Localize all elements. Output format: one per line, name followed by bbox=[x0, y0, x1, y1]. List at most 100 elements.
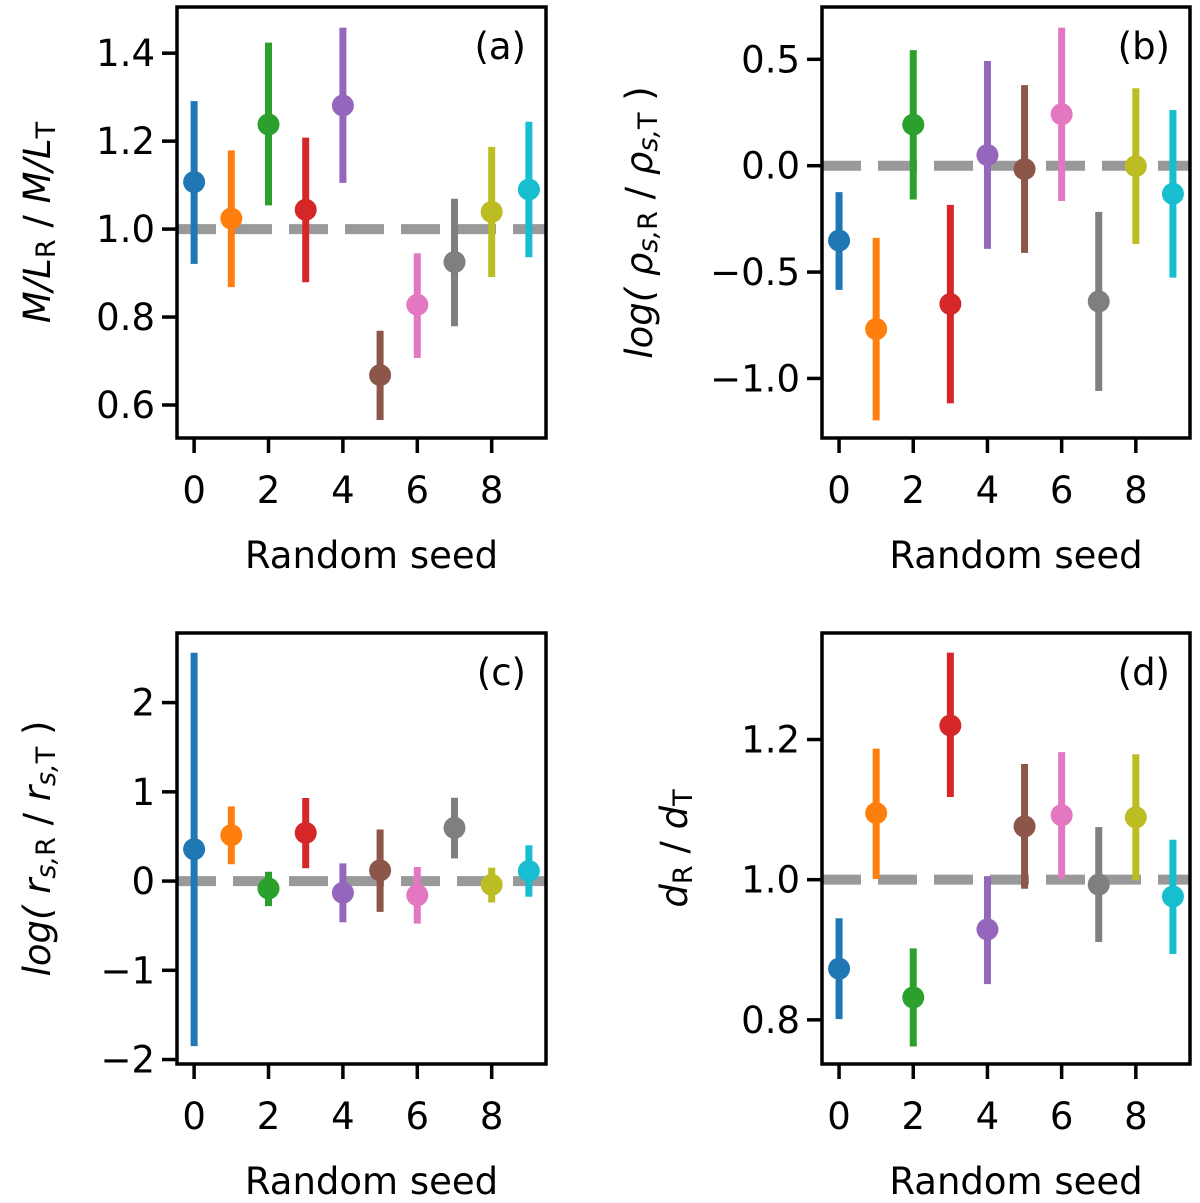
data-point-seed-1 bbox=[220, 824, 243, 847]
plot-area bbox=[822, 27, 1190, 421]
x-tick-label: 0 bbox=[182, 1095, 206, 1138]
x-tick-label: 0 bbox=[827, 469, 851, 512]
data-point-seed-1 bbox=[220, 207, 243, 230]
data-point-seed-0 bbox=[828, 957, 851, 980]
y-tick-label: 0.8 bbox=[741, 999, 800, 1042]
data-point-seed-7 bbox=[1087, 290, 1110, 313]
panel-label: (d) bbox=[1118, 651, 1170, 694]
data-point-seed-9 bbox=[1161, 885, 1184, 908]
axes-frame bbox=[175, 5, 548, 440]
data-point-seed-0 bbox=[183, 838, 206, 861]
data-point-seed-4 bbox=[976, 918, 999, 941]
panel-label: (a) bbox=[474, 25, 526, 68]
data-point-seed-1 bbox=[865, 318, 888, 341]
y-axis-label-part: M/L bbox=[16, 258, 59, 323]
y-tick-label: 1.2 bbox=[741, 719, 800, 762]
y-axis-label-part: R bbox=[31, 837, 62, 856]
data-point-seed-5 bbox=[369, 364, 392, 387]
data-point-seed-2 bbox=[902, 113, 925, 136]
data-point-seed-6 bbox=[1050, 103, 1073, 126]
y-axis-label-part: / bbox=[16, 203, 59, 239]
y-tick-label: 0.5 bbox=[741, 38, 800, 81]
y-tick-label: 0.0 bbox=[741, 145, 800, 188]
y-tick-label: 0.8 bbox=[96, 296, 155, 339]
y-tick-label: 1.2 bbox=[96, 120, 155, 163]
y-tick-label: −2 bbox=[100, 1039, 155, 1082]
data-point-seed-7 bbox=[1087, 873, 1110, 896]
y-axis-label: log( rs,R / rs,T ) bbox=[16, 721, 62, 977]
y-tick-label: −1 bbox=[100, 949, 155, 992]
y-axis-label-part: log( bbox=[16, 894, 59, 977]
plot-area bbox=[177, 27, 546, 420]
x-axis-label: Random seed bbox=[245, 534, 498, 577]
data-point-seed-8 bbox=[480, 873, 503, 896]
y-tick-label: −0.5 bbox=[710, 251, 800, 294]
y-axis-label-part: d bbox=[653, 884, 696, 908]
data-point-seed-2 bbox=[257, 877, 280, 900]
axes-frame bbox=[175, 631, 548, 1066]
data-point-seed-3 bbox=[939, 292, 962, 315]
y-axis-label-part: T bbox=[633, 112, 664, 130]
y-axis-label-part: ρ bbox=[618, 151, 661, 175]
data-point-seed-4 bbox=[331, 881, 354, 904]
data-point-seed-8 bbox=[480, 200, 503, 223]
y-tick-label: −1.0 bbox=[710, 357, 800, 400]
data-point-seed-2 bbox=[902, 986, 925, 1009]
x-tick-label: 6 bbox=[406, 1095, 430, 1138]
y-axis-label-part: T bbox=[668, 789, 699, 807]
x-tick-label: 4 bbox=[331, 469, 355, 512]
data-point-seed-3 bbox=[294, 821, 317, 844]
plot-area bbox=[177, 652, 546, 1047]
y-axis-label-part: log( bbox=[618, 276, 661, 359]
y-axis-label-part: s, bbox=[31, 763, 62, 786]
data-point-seed-6 bbox=[406, 884, 429, 907]
y-tick-label: 1 bbox=[131, 771, 155, 814]
y-axis-label-part: s, bbox=[633, 129, 664, 152]
data-point-seed-5 bbox=[1013, 158, 1036, 181]
y-axis-label-part: d bbox=[653, 805, 696, 829]
x-tick-label: 8 bbox=[1124, 1095, 1148, 1138]
data-point-seed-7 bbox=[443, 816, 466, 839]
x-tick-label: 4 bbox=[331, 1095, 355, 1138]
y-tick-label: 0 bbox=[131, 860, 155, 903]
y-tick-label: 1.4 bbox=[96, 32, 155, 75]
y-axis-label-part: s, bbox=[31, 856, 62, 879]
y-axis-label-part: ) bbox=[618, 86, 661, 112]
x-tick-label: 2 bbox=[901, 469, 925, 512]
x-tick-label: 4 bbox=[976, 1095, 1000, 1138]
plot-area bbox=[822, 652, 1190, 1047]
y-axis-label: dR / dT bbox=[653, 789, 699, 908]
y-axis-label-part: / bbox=[16, 801, 59, 837]
data-point-seed-1 bbox=[865, 802, 888, 825]
panel-label: (b) bbox=[1118, 25, 1170, 68]
x-axis-label: Random seed bbox=[889, 1160, 1142, 1203]
x-tick-label: 8 bbox=[480, 469, 504, 512]
y-axis-label-part: s, bbox=[633, 230, 664, 253]
data-point-seed-4 bbox=[331, 94, 354, 117]
data-point-seed-2 bbox=[257, 113, 280, 136]
x-tick-label: 8 bbox=[480, 1095, 504, 1138]
data-point-seed-5 bbox=[1013, 815, 1036, 838]
y-axis-label-part: / bbox=[618, 175, 661, 211]
data-point-seed-0 bbox=[183, 171, 206, 194]
data-point-seed-7 bbox=[443, 251, 466, 274]
panel-label: (c) bbox=[477, 651, 526, 694]
data-point-seed-9 bbox=[517, 859, 540, 882]
x-tick-label: 6 bbox=[406, 469, 430, 512]
y-axis-label-part: r bbox=[16, 876, 59, 894]
y-axis-label-part: ) bbox=[16, 721, 59, 747]
y-axis-label-part: T bbox=[31, 121, 62, 139]
x-tick-label: 6 bbox=[1050, 1095, 1074, 1138]
y-axis-label-part: T bbox=[31, 746, 62, 764]
x-axis-label: Random seed bbox=[889, 534, 1142, 577]
x-tick-label: 8 bbox=[1124, 469, 1148, 512]
data-point-seed-3 bbox=[294, 198, 317, 221]
axes-frame bbox=[820, 631, 1192, 1066]
y-tick-label: 2 bbox=[131, 682, 155, 725]
y-axis-label-part: M/L bbox=[16, 138, 59, 203]
x-tick-label: 4 bbox=[976, 469, 1000, 512]
